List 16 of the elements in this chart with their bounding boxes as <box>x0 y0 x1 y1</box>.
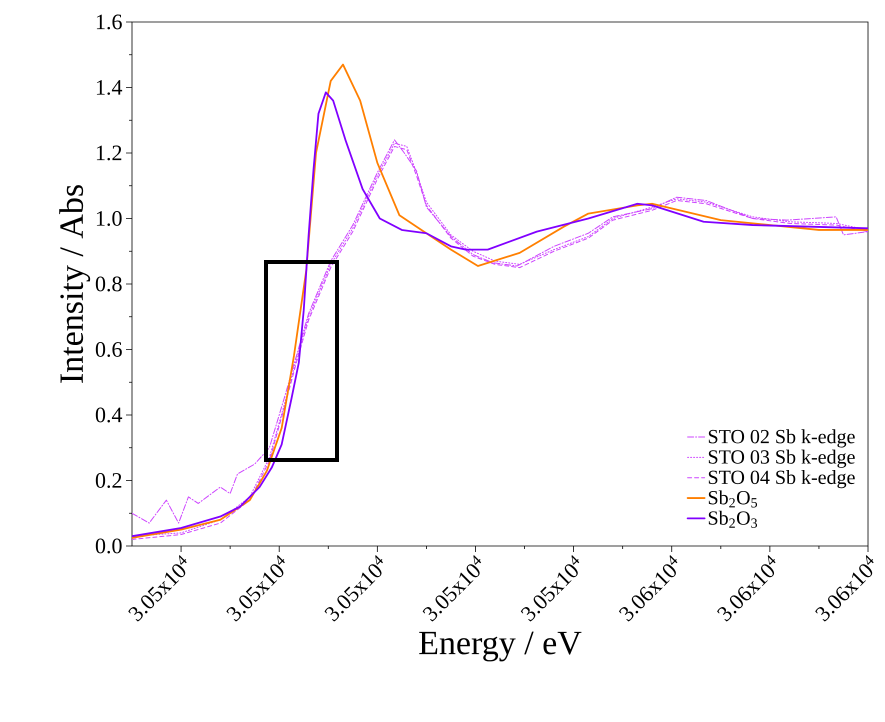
y-tick-label: 1.2 <box>96 146 122 160</box>
legend-label: STO 03 Sb k-edge <box>708 450 855 468</box>
legend-label: Sb$_{2}$O$_{3}$ <box>708 510 758 528</box>
y-tick-label: 0.0 <box>96 538 122 554</box>
legend-label: STO 02 Sb k-edge <box>708 429 855 448</box>
y-tick-label: 0.6 <box>96 342 122 357</box>
legend-label: STO 04 Sb k-edge <box>708 470 855 488</box>
y-tick-label: 0.8 <box>96 276 122 292</box>
y-tick-label: 0.2 <box>96 473 122 488</box>
y-tick-label: 1.0 <box>96 211 122 226</box>
y-tick-label: 0.4 <box>96 408 122 422</box>
y-tick-label: 1.4 <box>96 80 122 95</box>
y-tick-label: 1.6 <box>96 14 122 30</box>
x-axis-title: Energy / eV <box>419 632 582 662</box>
y-axis-title: Intensity / Abs <box>59 185 90 383</box>
legend-label: Sb$_{2}$O$_{5}$ <box>708 490 758 508</box>
